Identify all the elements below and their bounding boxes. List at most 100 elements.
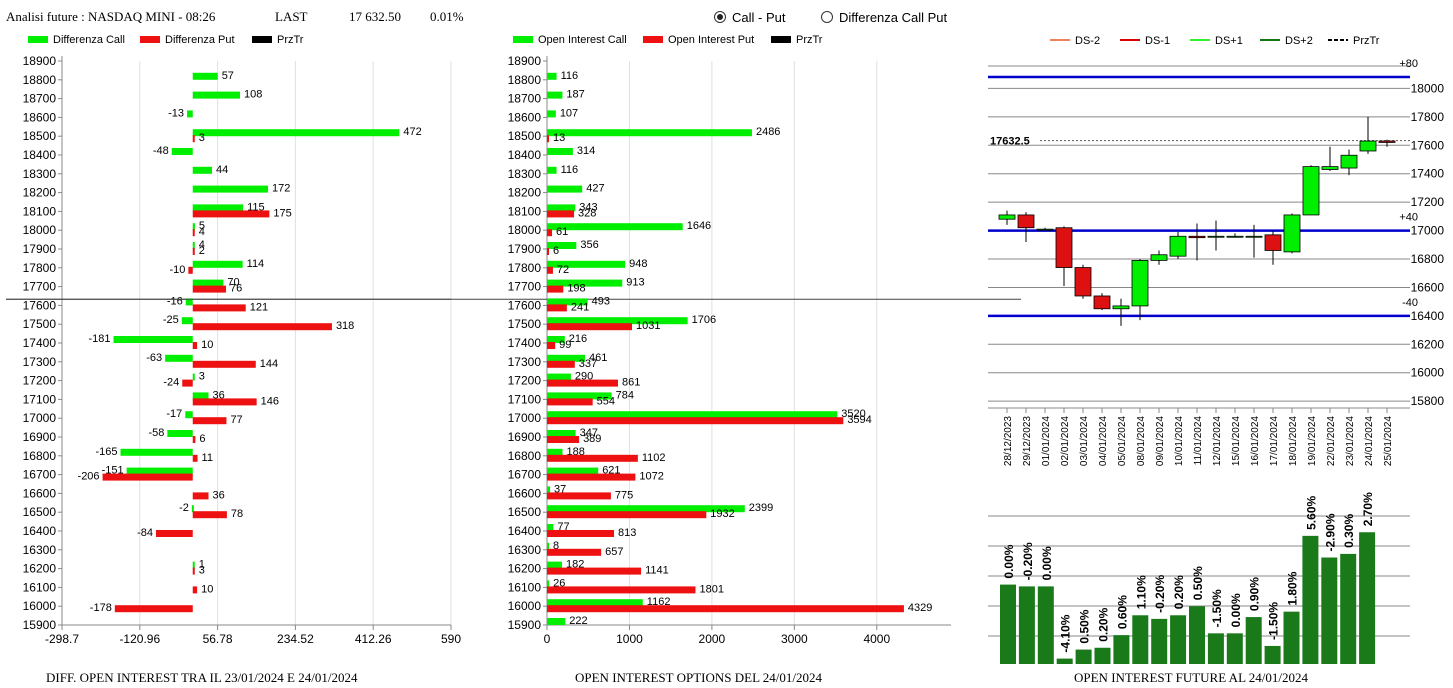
bar-1-0-5 (547, 148, 573, 155)
y-tick-label-1-8: 18100 (508, 204, 542, 218)
candle-body-17 (1321, 166, 1339, 170)
bar-label-0-0-9: 5 (199, 220, 205, 232)
bar-0-0-3 (187, 110, 193, 118)
bar-label-1-1-21: 1102 (642, 452, 666, 464)
bar-1-0-22 (547, 467, 599, 475)
bar-label-0-1-29: -178 (90, 602, 112, 614)
bar-1-1-26 (547, 548, 602, 556)
legend-label-1-1: Open Interest Put (668, 34, 754, 46)
bar-label-1-1-28: 1801 (699, 583, 723, 595)
bar-1-1-12 (547, 285, 564, 293)
bar-1-1-10 (547, 248, 549, 255)
fut-bar-label-5: 0.20% (1097, 607, 1111, 641)
fut-bar-label-16: 5.60% (1304, 495, 1318, 529)
x-tick-label-1-4: 4000 (863, 632, 890, 646)
bar-1-0-10 (547, 242, 577, 249)
bar-1-0-25 (547, 524, 554, 531)
bar-0-1-15 (192, 342, 198, 349)
bar-label-0-0-21: -165 (95, 446, 117, 458)
fut-bar-label-6: 0.60% (1115, 595, 1129, 629)
x-tick-label-1-0: 0 (544, 632, 551, 646)
y-tick-label-1-30: 15900 (508, 618, 542, 632)
candle-body-16 (1302, 166, 1320, 216)
y-tick-label-1-18: 17100 (508, 392, 542, 406)
radio-call-put[interactable]: Call - Put (714, 10, 785, 25)
y-tick-label-1-29: 16000 (508, 599, 542, 613)
bar-label-0-1-14: 318 (336, 320, 354, 332)
bar-label-1-0-30: 222 (569, 615, 587, 627)
bar-1-1-20 (547, 436, 580, 443)
fut-bar-17 (1321, 557, 1338, 664)
bar-1-0-20 (547, 430, 576, 437)
cs-date-label-16: 19/01/2024 (1307, 416, 1318, 466)
bar-label-1-0-19: 3520 (841, 408, 865, 420)
cs-date-label-0: 28/12/2023 (1003, 416, 1014, 466)
bar-label-0-1-10: 2 (199, 245, 205, 257)
bar-label-0-1-18: 146 (261, 395, 279, 407)
bar-1-0-27 (547, 561, 563, 569)
bar-0-0-2 (192, 91, 241, 99)
bar-label-1-0-13: 493 (592, 295, 610, 307)
candle-body-4 (1074, 267, 1092, 297)
bar-0-0-24 (191, 505, 194, 513)
bar-label-0-0-13: -16 (167, 295, 183, 307)
bar-label-1-0-8: 343 (579, 201, 597, 213)
bar-1-1-11 (547, 266, 553, 274)
bar-label-1-1-12: 198 (567, 283, 585, 295)
bar-1-1-28 (547, 586, 696, 594)
bar-0-0-10 (192, 242, 195, 249)
legend-swatch-1-2 (771, 36, 791, 43)
bar-label-0-1-12: 76 (230, 283, 242, 295)
bar-label-0-1-23: 36 (213, 489, 225, 501)
bar-label-1-0-26: 8 (553, 540, 559, 552)
bar-label-0-1-4: 3 (199, 132, 205, 144)
radio-selected-icon (714, 11, 726, 23)
candle-body-10 (1188, 235, 1206, 239)
bar-0-0-15 (113, 336, 193, 343)
bar-1-0-1 (547, 72, 557, 80)
bar-label-0-0-4: 472 (403, 126, 421, 138)
y-tick-label-0-27: 16200 (23, 562, 57, 576)
bar-label-1-1-16: 337 (579, 358, 597, 370)
last-label: LAST (275, 9, 308, 24)
bar-label-1-1-26: 657 (605, 546, 623, 558)
bar-1-0-7 (547, 185, 583, 193)
y-tick-label-0-10: 17900 (23, 242, 57, 256)
bar-1-0-11 (547, 260, 626, 268)
y-tick-label-0-16: 17300 (23, 355, 57, 369)
y-tick-label-0-25: 16400 (23, 524, 57, 538)
bar-label-0-0-17: 3 (199, 371, 205, 383)
y-tick-label-1-3: 18600 (508, 110, 542, 124)
bar-label-1-0-24: 2399 (749, 502, 773, 514)
fut-bar-label-8: -0.20% (1153, 575, 1167, 613)
bar-0-0-22 (126, 467, 193, 475)
bar-1-0-12 (547, 279, 623, 287)
candle-body-0 (998, 214, 1016, 220)
y-tick-label-1-11: 17800 (508, 261, 542, 275)
y-tick-label-0-30: 15900 (23, 618, 57, 632)
bar-label-0-0-24: -2 (179, 502, 189, 514)
radio-diff-call-put[interactable]: Differenza Call Put (821, 10, 947, 25)
fut-bar-label-17: -2.90% (1323, 513, 1337, 551)
fut-bar-label-18: 0.30% (1342, 514, 1356, 548)
fut-bar-label-11: -1.50% (1210, 589, 1224, 627)
fut-bar-5 (1094, 647, 1111, 664)
fut-bar-label-2: 0.00% (1040, 546, 1054, 580)
bar-label-1-1-29: 4329 (908, 602, 932, 614)
cs-date-label-14: 17/01/2024 (1269, 416, 1280, 466)
y-tick-label-0-2: 18700 (23, 92, 57, 106)
legend-label-0-2: PrzTr (277, 34, 304, 46)
cs-date-label-18: 23/01/2024 (1345, 416, 1356, 466)
bar-0-1-9 (192, 229, 195, 237)
bar-label-0-0-2: 108 (244, 89, 262, 101)
bar-0-1-23 (192, 492, 209, 500)
fut-bar-18 (1340, 553, 1357, 664)
cs-date-label-7: 08/01/2024 (1136, 416, 1147, 466)
fut-bar-label-0: 0.00% (1002, 544, 1016, 578)
bar-1-0-13 (547, 298, 588, 306)
bar-label-0-0-16: -63 (146, 352, 162, 364)
legend-label-1-2: PrzTr (796, 34, 823, 46)
y-tick-label-0-22: 16700 (23, 468, 57, 482)
candle-body-1 (1017, 214, 1035, 229)
y-tick-label-0-11: 17800 (23, 261, 57, 275)
